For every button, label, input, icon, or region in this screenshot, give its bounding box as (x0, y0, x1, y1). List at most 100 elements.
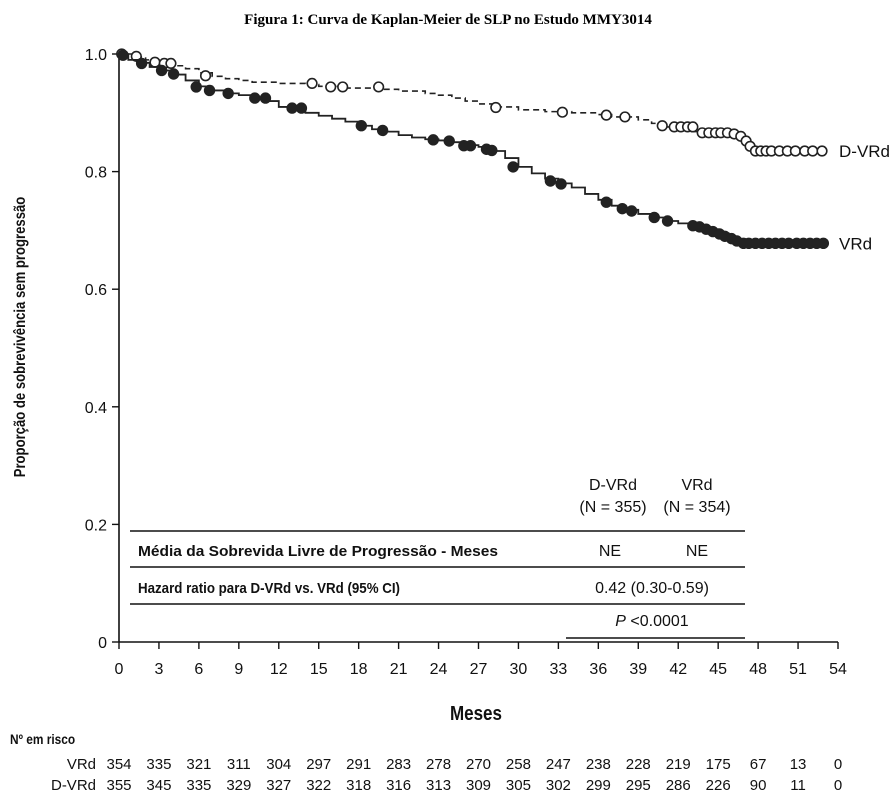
censor-mark (165, 57, 177, 70)
y-tick-label: 0.8 (85, 165, 107, 182)
x-tick-label: 0 (115, 661, 124, 678)
censor-mark (376, 124, 389, 137)
risk-value: 302 (546, 777, 571, 794)
risk-value: 11 (790, 777, 806, 794)
risk-value: 291 (346, 756, 371, 773)
censor-mark (486, 144, 498, 157)
censor-mark (556, 106, 568, 118)
x-tick-label: 27 (470, 661, 488, 678)
risk-value: 67 (750, 756, 767, 773)
stats-pvalue-rest: <0.0001 (626, 613, 689, 630)
censor-mark (661, 215, 674, 227)
censor-mark (555, 178, 567, 190)
risk-value: 335 (146, 756, 171, 773)
censor-mark (117, 49, 129, 61)
x-tick-label: 15 (310, 661, 328, 678)
censor-mark (464, 140, 477, 152)
series-label-vrd: VRd (839, 234, 872, 253)
censor-mark (135, 57, 148, 70)
censor-mark (789, 145, 801, 157)
risk-value: 305 (506, 777, 531, 794)
censor-mark (600, 109, 612, 121)
risk-value: 286 (666, 777, 691, 794)
censor-mark (203, 84, 216, 97)
censor-mark (355, 120, 368, 132)
risk-value: 247 (546, 756, 571, 773)
risk-value: 175 (706, 756, 731, 773)
censor-mark (167, 68, 180, 80)
risk-value: 13 (790, 756, 807, 773)
risk-value: 219 (666, 756, 691, 773)
censor-mark (600, 196, 613, 208)
y-axis-label: Proporção de sobrevivência sem progressã… (12, 197, 29, 478)
stats-row2-label: Hazard ratio para D-VRd vs. VRd (95% CI) (138, 580, 400, 597)
stats-col1-header-n: (N = 355) (579, 499, 646, 516)
risk-value: 0 (834, 777, 842, 794)
risk-value: 0 (834, 756, 842, 773)
censor-mark (337, 81, 349, 93)
survival-curves: D-VRd VRd (116, 48, 890, 253)
censor-mark (155, 64, 168, 77)
risk-value: 283 (386, 756, 411, 773)
x-tick-label: 42 (669, 661, 687, 678)
risk-value: 238 (586, 756, 611, 773)
censor-mark (648, 211, 660, 224)
risk-value: 311 (227, 756, 251, 773)
risk-value: 270 (466, 756, 491, 773)
stats-row1-label: Média da Sobrevida Livre de Progressão -… (138, 543, 498, 560)
censor-mark (625, 205, 638, 217)
risk-value: 228 (626, 756, 651, 773)
risk-value: 299 (586, 777, 611, 794)
risk-heading: Nº em risco (10, 731, 75, 747)
risk-value: 318 (346, 777, 371, 794)
x-tick-label: 3 (154, 661, 163, 678)
x-tick-label: 45 (709, 661, 727, 678)
x-tick-label: 18 (350, 661, 368, 678)
risk-row-label: VRd (67, 756, 96, 773)
x-tick-label: 30 (510, 661, 528, 678)
censor-mark (325, 81, 337, 93)
censor-mark (443, 135, 455, 147)
risk-value: 313 (426, 777, 451, 794)
y-tick-label: 0.2 (85, 517, 107, 534)
risk-value: 278 (426, 756, 451, 773)
x-tick-label: 12 (270, 661, 288, 678)
risk-value: 329 (226, 777, 251, 794)
risk-value: 258 (506, 756, 531, 773)
y-tick-label: 0.4 (85, 400, 107, 417)
risk-value: 297 (306, 756, 331, 773)
stats-col1-header-name: D-VRd (589, 477, 637, 494)
censor-mark (656, 120, 668, 132)
risk-value: 355 (106, 777, 131, 794)
censor-mark (427, 134, 439, 146)
axes: 00.20.40.60.81.00 3 6 9 12 15 18 21 24 27 30 33 36 39… (85, 47, 847, 678)
censor-mark (816, 145, 828, 157)
y-tick-label: 0.6 (85, 282, 107, 299)
censor-mark (149, 56, 161, 68)
censor-mark (222, 87, 234, 100)
x-tick-label: 36 (589, 661, 607, 678)
risk-value: 354 (106, 756, 131, 773)
stats-row1-col2: NE (686, 543, 708, 560)
stats-row2-value: 0.42 (0.30-0.59) (595, 580, 709, 597)
series-label-d-vrd: D-VRd (839, 142, 890, 161)
censor-mark (259, 92, 272, 104)
x-tick-label: 9 (234, 661, 243, 678)
risk-value: 327 (266, 777, 291, 794)
censor-mark (295, 102, 308, 114)
censor-mark (190, 81, 202, 93)
risk-value: 335 (186, 777, 211, 794)
stats-col2-header-n: (N = 354) (663, 499, 730, 516)
censor-mark (619, 111, 631, 123)
censor-mark (199, 70, 212, 82)
censor-mark (807, 145, 819, 157)
censor-mark (373, 81, 385, 93)
y-tick-label: 1.0 (85, 47, 107, 64)
risk-value: 90 (750, 777, 767, 794)
stats-col2-header-name: VRd (681, 477, 712, 494)
x-tick-label: 39 (629, 661, 647, 678)
x-tick-label: 48 (749, 661, 767, 678)
censor-mark (817, 237, 830, 250)
stats-pvalue: P <0.0001 (615, 613, 689, 630)
